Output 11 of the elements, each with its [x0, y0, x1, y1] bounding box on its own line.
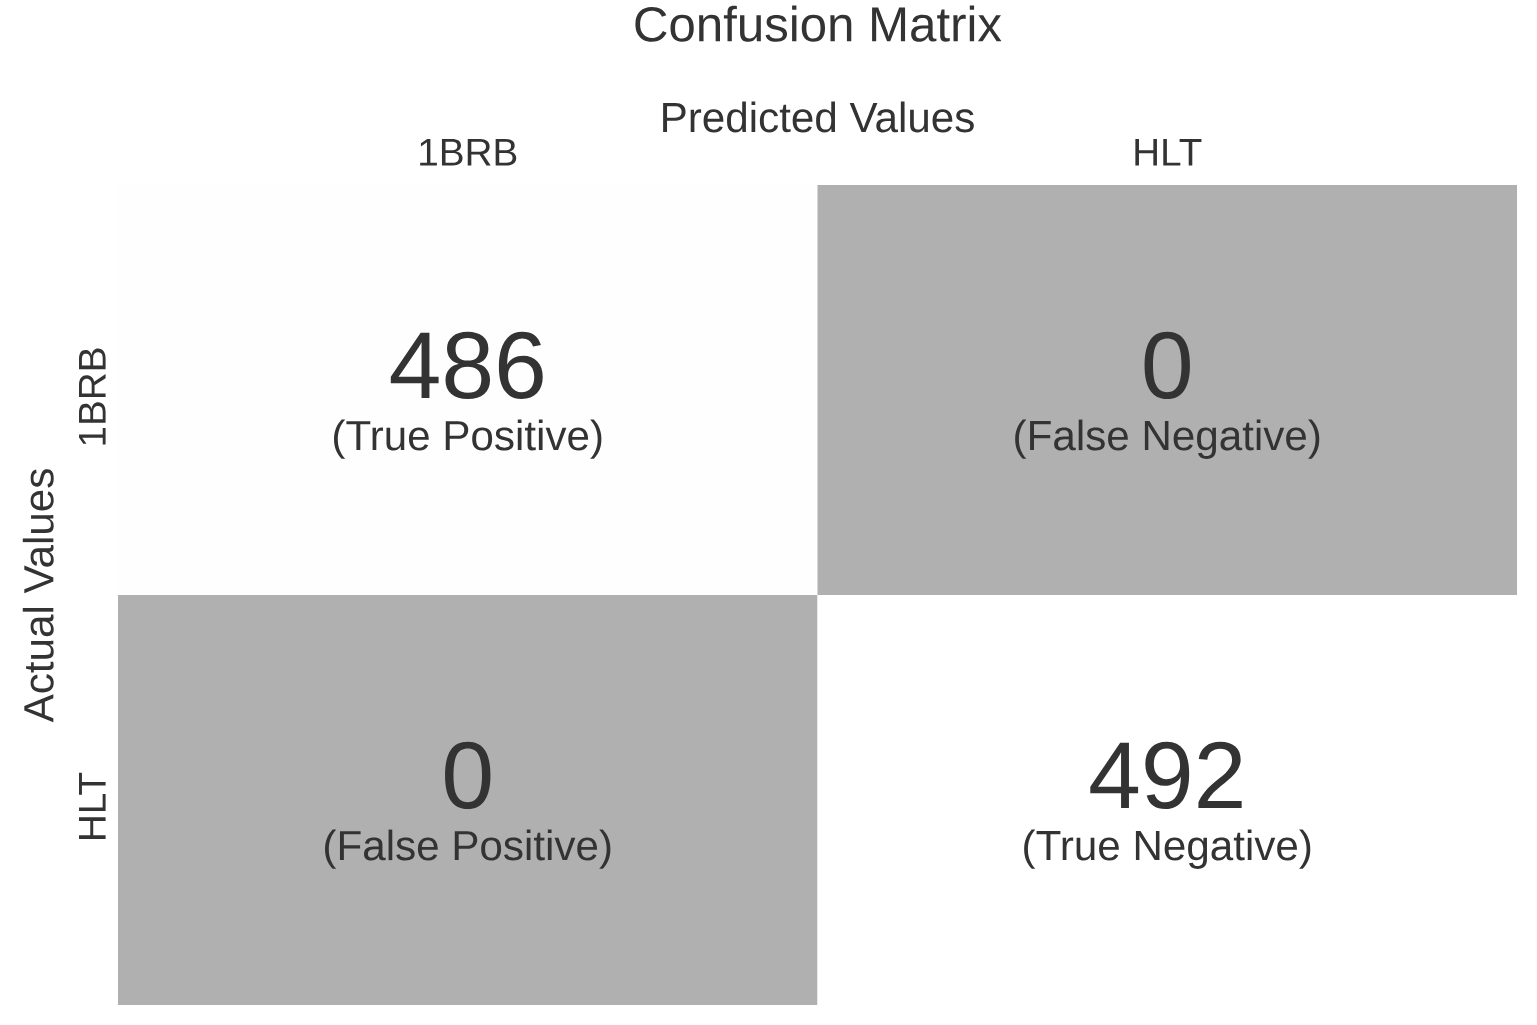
chart-title: Confusion Matrix — [635, 5, 1002, 42]
data-label: 0 — [445, 741, 491, 810]
data-label: 492 — [1090, 741, 1242, 810]
y-axis-title: Actual Values — [22, 469, 54, 723]
data-label: 486 — [390, 331, 543, 400]
annotation: (False Positive) — [325, 829, 611, 869]
annotation: (True Positive) — [334, 419, 602, 459]
x-axis-title: Predicted Values — [663, 101, 974, 133]
annotation: (True Negative) — [1024, 829, 1311, 869]
data-label: 0 — [1144, 331, 1190, 400]
annotation: (False Negative) — [1015, 419, 1320, 459]
